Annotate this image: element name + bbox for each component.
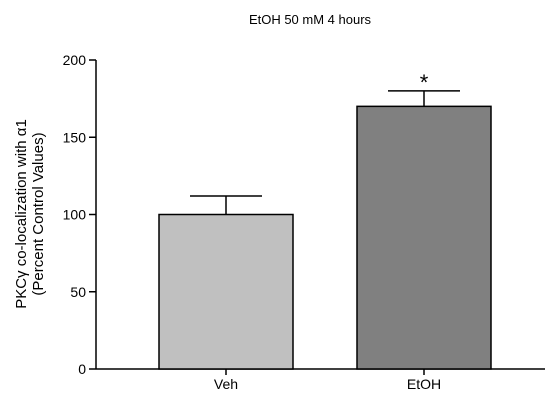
y-tick-label: 0 xyxy=(78,361,86,377)
bars: * xyxy=(158,70,492,370)
significance-marker: * xyxy=(420,70,429,95)
x-axis-ticks: Veh EtOH xyxy=(214,369,441,392)
bar-veh xyxy=(158,213,294,370)
x-tick-label: EtOH xyxy=(407,376,441,392)
y-tick-label: 150 xyxy=(63,129,87,145)
y-tick-label: 200 xyxy=(63,52,87,68)
x-tick-label: Veh xyxy=(214,376,238,392)
y-tick-label: 100 xyxy=(63,207,87,223)
bar-etoh xyxy=(356,105,492,370)
y-axis-label: PKCγ co-localization with α1 xyxy=(13,119,30,309)
chart-title: EtOH 50 mM 4 hours xyxy=(249,12,372,27)
y-tick-label: 50 xyxy=(70,284,86,300)
y-axis-label-sub: (Percent Control Values) xyxy=(30,132,47,295)
y-axis-ticks: 0 50 100 150 200 xyxy=(63,52,96,377)
